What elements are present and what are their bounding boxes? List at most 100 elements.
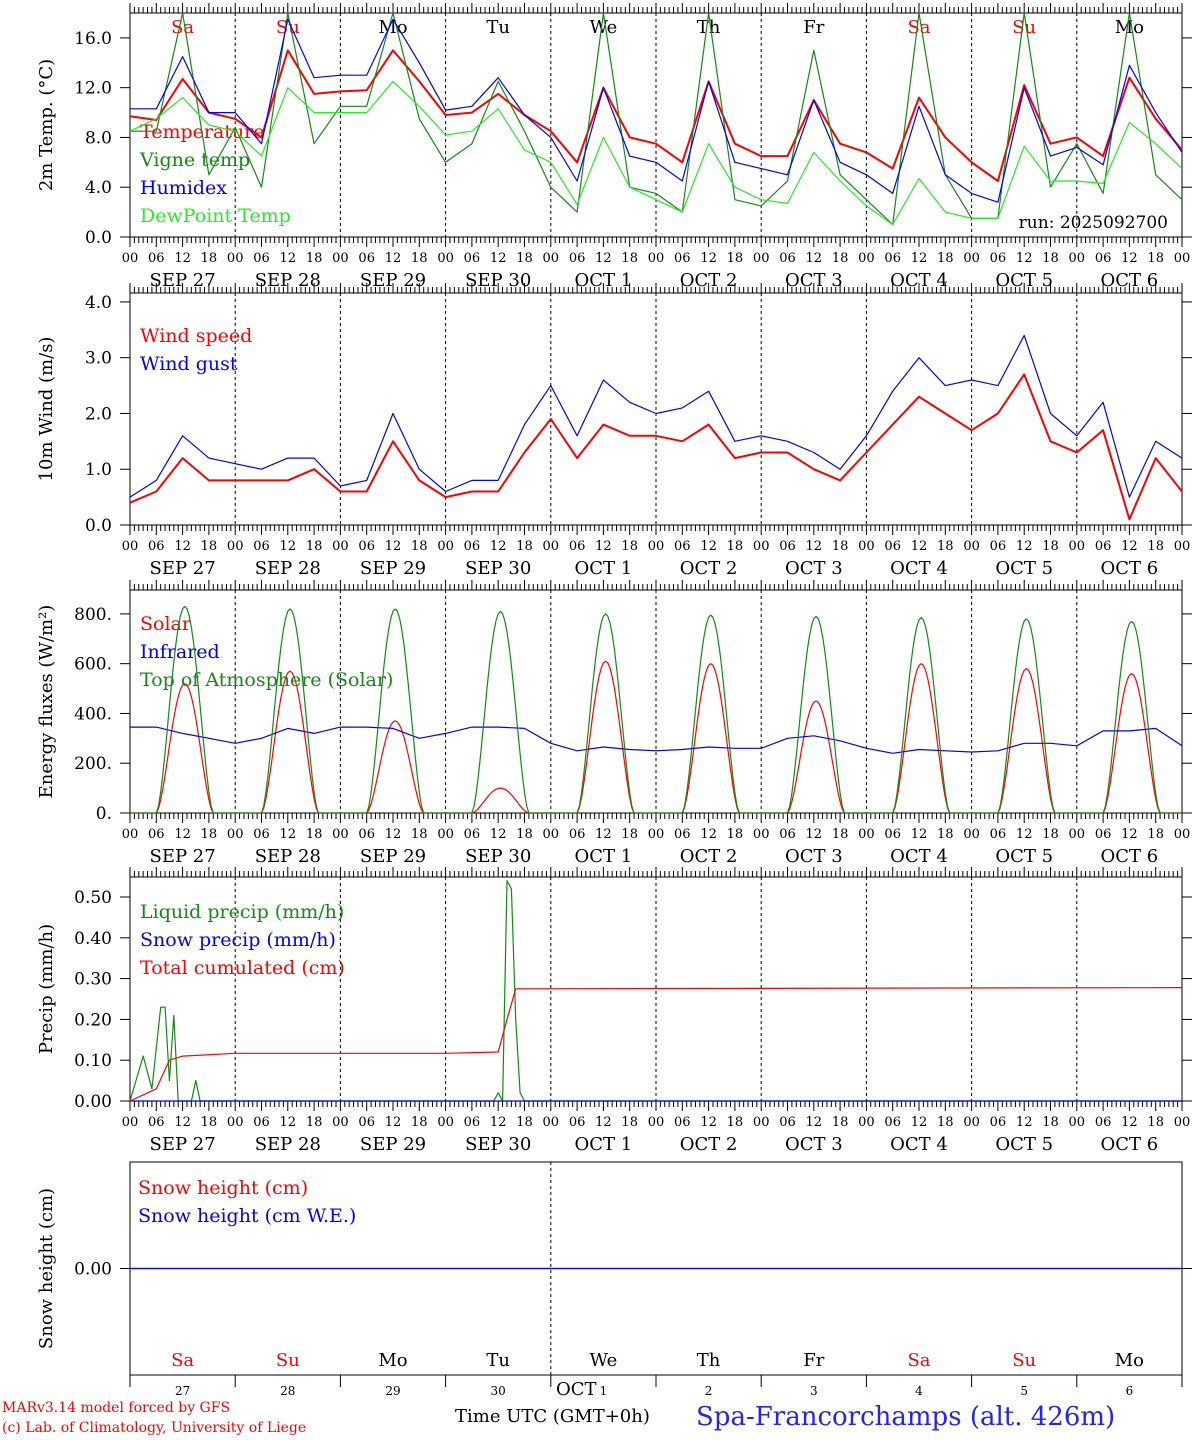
x-hour-label: 00 — [437, 251, 454, 266]
x-hour-label: 18 — [1042, 827, 1059, 842]
x-hour-label: 06 — [990, 1115, 1007, 1130]
x-hour-label: 06 — [990, 539, 1007, 554]
x-hour-label: 00 — [648, 827, 665, 842]
x-hour-label: 12 — [490, 1115, 507, 1130]
x-day-number: 29 — [385, 1384, 400, 1398]
x-hour-label: 00 — [543, 1115, 560, 1130]
x-hour-label: 00 — [122, 251, 139, 266]
x-hour-label: 00 — [753, 827, 770, 842]
x-date-label: SEP 30 — [465, 558, 531, 579]
x-hour-label: 00 — [1069, 539, 1086, 554]
x-hour-label: 00 — [963, 1115, 980, 1130]
x-hour-label: 12 — [174, 827, 191, 842]
x-hour-label: 06 — [253, 251, 270, 266]
x-hour-label: 12 — [700, 251, 717, 266]
x-date-label: OCT 1 — [575, 1134, 633, 1155]
x-hour-label: 00 — [437, 1115, 454, 1130]
plot-frame — [129, 589, 1183, 814]
y-tick-label: 3.0 — [85, 349, 112, 369]
x-hour-label: 06 — [358, 251, 375, 266]
x-hour-label: 18 — [516, 251, 533, 266]
y-tick-label: 0.20 — [74, 1010, 112, 1030]
x-hour-label: 00 — [122, 827, 139, 842]
x-hour-label: 18 — [1147, 827, 1164, 842]
x-hour-label: 00 — [332, 251, 349, 266]
x-date-label: SEP 28 — [255, 846, 321, 867]
x-date-label: OCT 3 — [785, 558, 843, 579]
x-date-label: OCT 5 — [995, 558, 1053, 579]
x-hour-label: 18 — [306, 539, 323, 554]
x-day-number: 5 — [1020, 1384, 1028, 1398]
x-hour-label: 06 — [253, 539, 270, 554]
series-line-top-of-atmosphere-solar- — [130, 605, 1182, 814]
x-hour-label: 00 — [648, 539, 665, 554]
x-hour-label: 06 — [569, 251, 586, 266]
y-tick-label: 600. — [74, 655, 112, 675]
day-name-label: Su — [276, 1350, 300, 1371]
x-hour-label: 12 — [490, 251, 507, 266]
x-hour-label: 00 — [858, 251, 875, 266]
x-hour-label: 06 — [464, 539, 481, 554]
x-hour-label: 18 — [1042, 1115, 1059, 1130]
series-line-vigne-temp — [130, 12, 1183, 226]
x-date-label: OCT 4 — [890, 558, 948, 579]
x-date-label: OCT 1 — [575, 558, 633, 579]
x-date-label: SEP 29 — [360, 1134, 426, 1155]
x-hour-label: 12 — [806, 827, 823, 842]
x-hour-label: 12 — [700, 539, 717, 554]
x-day-number: 27 — [175, 1384, 190, 1398]
x-hour-label: 12 — [595, 827, 612, 842]
x-date-label: OCT 5 — [995, 1134, 1053, 1155]
x-date-label: SEP 29 — [360, 270, 426, 291]
x-hour-label: 06 — [569, 1115, 586, 1130]
x-hour-label: 18 — [937, 1115, 954, 1130]
y-tick-label: 0.00 — [74, 1092, 112, 1112]
legend-entry: Solar — [140, 613, 192, 635]
x-hour-label: 18 — [727, 251, 744, 266]
x-hour-label: 00 — [437, 539, 454, 554]
x-hour-label: 18 — [1147, 1115, 1164, 1130]
x-hour-label: 00 — [227, 827, 244, 842]
x-hour-label: 00 — [543, 251, 560, 266]
day-name-label: Fr — [803, 1350, 824, 1371]
x-date-label: OCT 5 — [995, 270, 1053, 291]
x-hour-label: 00 — [227, 539, 244, 554]
legend-entry: Vigne temp — [139, 149, 250, 171]
x-hour-label: 18 — [832, 539, 849, 554]
x-hour-label: 06 — [779, 1115, 796, 1130]
day-name-label: Mo — [1115, 17, 1144, 38]
day-name-label: Fr — [803, 17, 824, 38]
legend-entry: Snow height (cm) — [138, 1177, 308, 1199]
x-hour-label: 06 — [884, 251, 901, 266]
x-hour-label: 18 — [411, 827, 428, 842]
day-name-label: Su — [1012, 1350, 1036, 1371]
day-name-label: Th — [697, 1350, 721, 1371]
x-hour-label: 06 — [569, 827, 586, 842]
x-hour-label: 00 — [122, 539, 139, 554]
x-day-number: 2 — [705, 1384, 713, 1398]
x-hour-label: 12 — [1016, 827, 1033, 842]
x-hour-label: 00 — [648, 1115, 665, 1130]
lab-credit: (c) Lab. of Climatology, University of L… — [2, 1420, 307, 1436]
x-date-label: SEP 30 — [465, 846, 531, 867]
x-hour-label: 12 — [1121, 1115, 1138, 1130]
x-hour-label: 12 — [1016, 539, 1033, 554]
x-hour-label: 18 — [1147, 539, 1164, 554]
x-hour-label: 12 — [174, 1115, 191, 1130]
x-date-label: OCT 6 — [1101, 558, 1159, 579]
x-hour-label: 06 — [148, 1115, 165, 1130]
legend-entry: Snow precip (mm/h) — [140, 929, 336, 951]
x-hour-label: 18 — [516, 1115, 533, 1130]
series-line-liquid-precip-mm-h- — [129, 880, 1182, 1102]
y-axis-label: Precip (mm/h) — [36, 924, 57, 1054]
legend-entry: Snow height (cm W.E.) — [138, 1205, 356, 1227]
y-tick-label: 0.0 — [85, 516, 112, 536]
x-hour-label: 06 — [990, 251, 1007, 266]
y-tick-label: 200. — [74, 754, 112, 774]
x-hour-label: 06 — [148, 539, 165, 554]
y-tick-label: 16.0 — [74, 29, 112, 49]
x-hour-label: 18 — [306, 251, 323, 266]
y-tick-label: 4.0 — [85, 178, 112, 198]
x-date-label: OCT 3 — [785, 846, 843, 867]
